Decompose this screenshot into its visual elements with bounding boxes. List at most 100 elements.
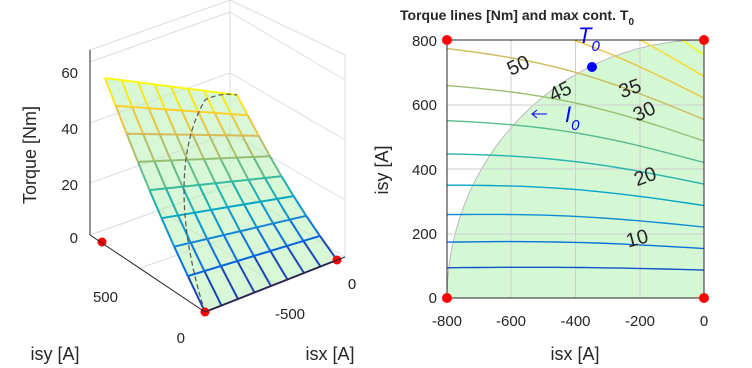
surface-patch (190, 238, 221, 272)
surface-patch (187, 159, 216, 185)
surface-mesh-line (272, 222, 288, 247)
annotation-t0-main: T (578, 23, 593, 48)
surface-mesh-line (230, 113, 244, 137)
contour-grid (447, 40, 704, 298)
surface-mesh-line (214, 182, 229, 208)
x-tick-0-right: 0 (700, 313, 708, 330)
surface-patch (232, 179, 261, 205)
surface-mesh-line (193, 212, 209, 240)
x-tick-0: 0 (348, 276, 356, 293)
surface-mesh-line (253, 255, 272, 287)
surface-patch (174, 242, 205, 277)
contour-title-sub: 0 (628, 17, 634, 28)
surface-xlabel: isx [A] (305, 344, 354, 364)
surface-patch (209, 135, 237, 159)
contour-line-25 (447, 153, 704, 185)
x-tick-neg600: -600 (496, 313, 526, 330)
surface-mesh-line (257, 135, 271, 157)
contour-ylabel: isy [A] (372, 145, 392, 194)
surface-patch (161, 215, 191, 247)
surface-patch (220, 261, 255, 299)
surface-mesh-line (177, 214, 192, 244)
surface-patch (242, 135, 270, 157)
surface-patch (220, 157, 249, 182)
surface-mesh-line (147, 107, 161, 135)
surface-patch (187, 88, 215, 113)
surface-patch (207, 235, 238, 267)
surface-mesh-line (239, 230, 255, 257)
surface-mesh-line (173, 246, 189, 277)
surface-patch (165, 109, 193, 135)
y-tick-400: 400 (412, 162, 437, 179)
surface-patch (223, 231, 254, 262)
surface-mesh-line (169, 160, 184, 188)
z-tick-40: 40 (61, 121, 78, 138)
surface-mesh-line (219, 157, 233, 182)
contour-line-30 (447, 119, 704, 164)
surface-patch (225, 135, 254, 158)
y-tick-600: 600 (412, 97, 437, 114)
x-axis-line (204, 256, 346, 313)
contour-title: Torque lines [Nm] and max cont. T0 (400, 7, 634, 28)
surface-patch (166, 186, 195, 216)
contour-line-10 (447, 240, 704, 250)
contour-marker-bottom-left (442, 293, 452, 303)
contour-chart: Torque lines [Nm] and max cont. T0 10 20… (372, 7, 709, 364)
contour-xlabel: isx [A] (550, 344, 599, 364)
y-tick-800: 800 (412, 33, 437, 50)
surface-mesh-line (104, 77, 238, 96)
surface-mesh-line (236, 157, 250, 181)
surface-mesh-line (160, 217, 176, 248)
surface-mesh-line (259, 201, 275, 225)
surface-mesh-line (243, 203, 258, 228)
surface-mesh-line (224, 134, 238, 159)
surface-mesh-line (165, 187, 180, 216)
surface-mesh-line (305, 215, 321, 237)
contour-line-50 (639, 40, 704, 78)
surface-mesh-line (220, 265, 239, 300)
contour-line-35 (447, 84, 704, 142)
surface-patch (143, 134, 171, 162)
surface-mesh-line (126, 132, 259, 137)
surface-mesh-line (114, 105, 128, 135)
surface-patch (289, 215, 320, 241)
back-wall-top-edge (89, 0, 346, 56)
surface-patch (270, 246, 304, 280)
surface-patch (256, 223, 287, 251)
surface-patch (203, 158, 232, 184)
surface-mesh-line (226, 206, 242, 232)
surface-patch (126, 133, 155, 162)
surface-patch (240, 227, 271, 256)
surface-mesh-line (142, 133, 156, 162)
surface-mesh-line (131, 106, 145, 135)
y-tick-500: 500 (93, 289, 118, 306)
surface-patch (159, 134, 188, 161)
surface-chart: 60 40 20 0 500 0 -500 0 Torque [Nm] isy … (20, 0, 356, 364)
surface-ylabel: isy [A] (30, 344, 79, 364)
surface-mesh (104, 77, 338, 313)
contour-x-ticks: -800 -600 -400 -200 0 (432, 313, 708, 330)
contour-marker-top-right (699, 35, 709, 45)
surface-mesh-line (206, 238, 222, 267)
surface-mesh-line (104, 77, 117, 107)
surface-patch (198, 111, 226, 136)
surface-mesh-line (203, 270, 223, 306)
surface-mesh-line (161, 195, 294, 220)
surface-mesh-line (137, 81, 150, 109)
surface-patch (248, 178, 278, 202)
x-tick-neg500: -500 (275, 306, 305, 323)
x-tick-neg400: -400 (560, 313, 590, 330)
operating-point (587, 62, 597, 72)
surface-mesh-line (197, 111, 211, 136)
surface-mesh-line (213, 112, 227, 136)
surface-patch (231, 114, 259, 136)
surface-mesh-line (136, 161, 151, 191)
y-axis-line (89, 234, 206, 313)
surface-patch (277, 196, 307, 220)
surface-mesh-line (241, 135, 255, 158)
annotation-i0-arrow-head (531, 109, 538, 119)
surface-mesh-line (175, 134, 189, 161)
surface-mesh-line (153, 84, 167, 110)
y-tick-0-right: 0 (429, 290, 437, 307)
surface-mesh-line (148, 189, 163, 219)
